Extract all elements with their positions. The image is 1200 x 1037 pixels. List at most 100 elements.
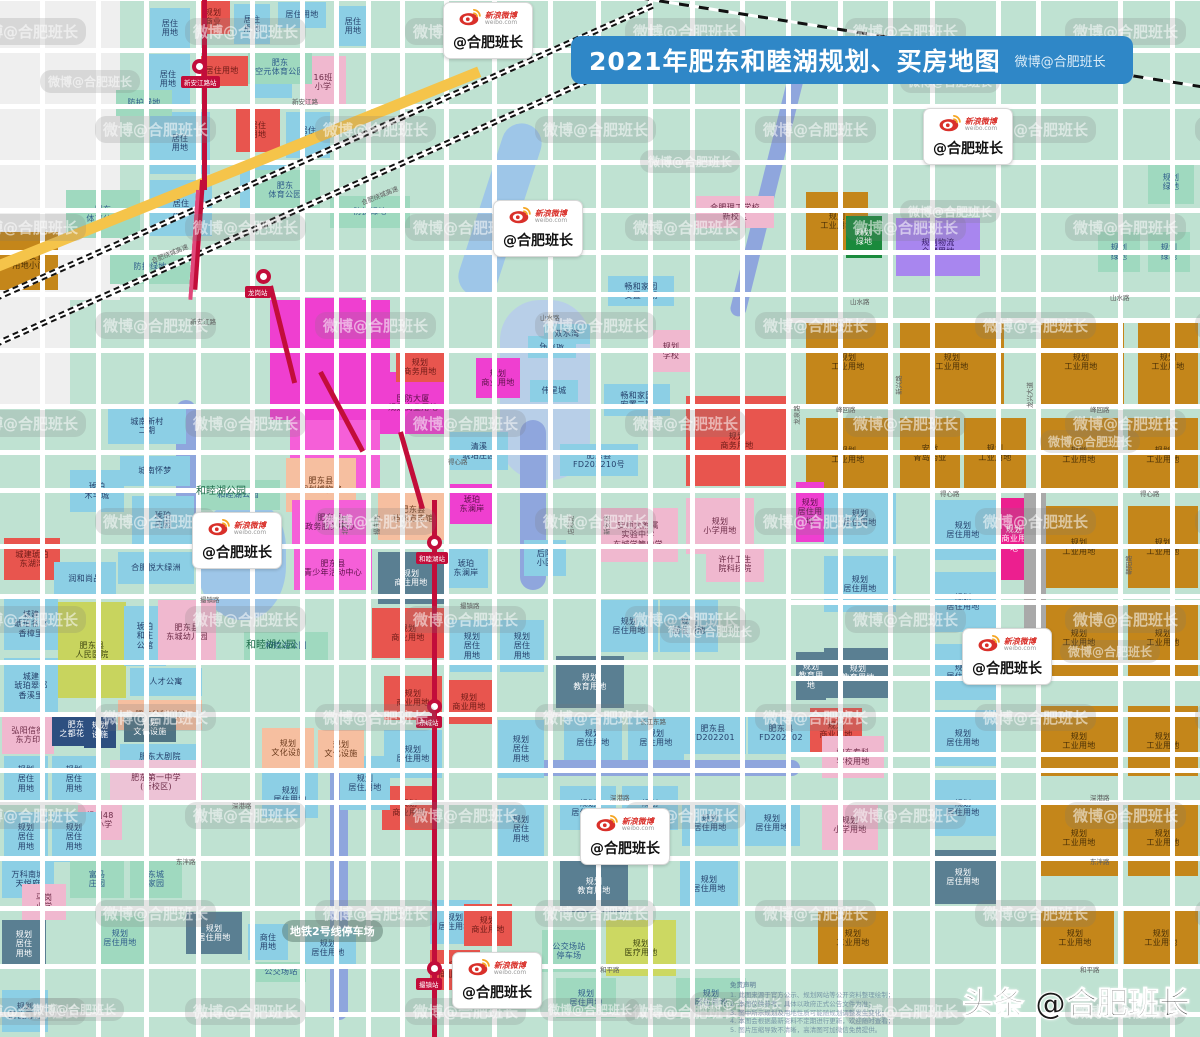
land-parcel: 规划 商业用地	[476, 358, 520, 398]
metro-station-marker[interactable]	[427, 535, 442, 550]
road-name-label: 撮镇路	[200, 596, 220, 604]
parcel-label: 规划 居住用地	[797, 498, 823, 526]
road-segment	[888, 0, 893, 1037]
weibo-brand-text: 新浪微博 weibo.com	[622, 818, 654, 832]
land-parcel: 双水湾	[544, 324, 590, 344]
parcel-label: 规划 工业用地	[831, 446, 865, 464]
parcel-label: 城建琥珀 东湖湾	[15, 549, 49, 568]
weibo-watermark-badge: 新浪微博 weibo.com @合肥班长	[443, 2, 533, 59]
parcel-label: 规划 绿地	[1160, 242, 1178, 261]
road-segment	[790, 404, 1200, 409]
map-title-handle: 微博@合肥班长	[1014, 54, 1106, 70]
road-name-label: 朝阳路	[1124, 555, 1133, 575]
parcel-label: 规划 居住用地	[576, 728, 610, 747]
metro-station-marker[interactable]	[427, 699, 442, 714]
disclaimer-line: 1. 此图来源于官方公示、规划网站等公开资料整理绘制；	[730, 991, 895, 1000]
parcel-label: 规划 居住 用地	[512, 815, 530, 843]
metro-seg-7	[432, 500, 437, 1037]
land-parcel: 畅和家园 安置一期	[608, 276, 674, 306]
weibo-handle: @合肥班长	[590, 841, 660, 857]
land-parcel: 规划 居住用地	[262, 772, 318, 818]
parcel-label: 后陈 小区	[536, 548, 554, 567]
road-segment	[790, 488, 1200, 493]
parcel-label: 规划 工业用地	[1146, 731, 1180, 750]
weibo-brand-url: weibo.com	[964, 125, 998, 132]
parcel-label: 和睦湖公园	[217, 490, 259, 500]
road-segment	[366, 0, 371, 1037]
metro-station-label: 新安江路站	[181, 76, 220, 88]
parcel-label: 规划 居住用地	[348, 773, 382, 792]
land-parcel: 规划 居住用地	[930, 780, 996, 836]
road-segment	[334, 0, 339, 1037]
parcel-label: 规划 居住用地	[694, 988, 728, 1007]
weibo-logo-row: 新浪微博 weibo.com	[596, 814, 654, 836]
parcel-label: 规划 居住用地	[273, 785, 306, 804]
parcel-label: 规划 教育用地	[577, 876, 611, 895]
land-parcel: 规划 小学用地	[822, 800, 878, 850]
weibo-brand-url: weibo.com	[1003, 645, 1037, 652]
road-segment	[1170, 0, 1175, 1037]
parcel-label: 润和尚品	[68, 574, 102, 584]
metro-station-marker[interactable]	[427, 961, 442, 976]
land-parcel: 城建 琥珀翠都 香溪里	[4, 658, 58, 714]
land-parcel: 规划 居住用地	[564, 716, 622, 760]
weibo-brand-cn: 新浪微博	[493, 961, 526, 970]
parcel-label: 安徽 青岛药业	[913, 444, 946, 462]
weibo-brand-url: weibo.com	[621, 825, 655, 832]
road-name-label: 东泮路	[176, 858, 196, 866]
parcel-label: 规划 居住 用地	[65, 823, 83, 851]
road-segment	[690, 0, 695, 1037]
map-area-urban-fringe-2	[0, 286, 70, 406]
weibo-watermark-badge: 新浪微博 weibo.com @合肥班长	[452, 952, 542, 1009]
road-segment	[930, 0, 935, 1037]
weibo-eye-icon	[509, 206, 531, 228]
poi-label: 和睦湖公园	[196, 486, 246, 497]
weibo-watermark-badge: 新浪微博 weibo.com @合肥班长	[192, 512, 282, 569]
weibo-handle: @合肥班长	[453, 35, 523, 51]
road-name-label: 撮镇路	[460, 602, 480, 610]
parcel-label: 16班 小学	[313, 72, 333, 91]
weibo-logo-row: 新浪微博 weibo.com	[978, 634, 1036, 656]
road-segment	[144, 0, 149, 1037]
road-segment	[492, 0, 497, 1037]
weibo-logo-row: 新浪微博 weibo.com	[459, 8, 517, 30]
road-name-label: 新安江路	[292, 98, 318, 106]
road-segment	[790, 318, 1200, 323]
land-parcel: 肥东县 FD202202	[748, 712, 814, 754]
metro-station-label: 撮镇站	[416, 978, 442, 990]
metro-station-marker[interactable]	[192, 59, 207, 74]
weibo-brand-cn: 新浪微博	[964, 117, 997, 126]
land-parcel: 规划物流 仓储用地	[896, 218, 980, 276]
weibo-logo-row: 新浪微博 weibo.com	[939, 114, 997, 136]
weibo-brand-text: 新浪微博 weibo.com	[965, 118, 997, 132]
parcel-label: 规划 居住用地	[396, 744, 430, 763]
parcel-label: 规划 商务用地	[720, 431, 754, 450]
land-parcel: 城南怀梦	[120, 456, 190, 486]
parcel-label: 规划 居住用地	[692, 874, 726, 893]
weibo-logo-row: 新浪微博 weibo.com	[509, 206, 567, 228]
parcel-label: 居住 用地	[171, 133, 189, 152]
parcel-label: 规划 工业用地	[1146, 628, 1180, 647]
parcel-label: 规划 医疗用地	[624, 938, 658, 957]
weibo-brand-cn: 新浪微博	[534, 209, 567, 218]
land-parcel: 肥东县 青少年活动中心	[294, 546, 372, 590]
parcel-label: 万科南城 天悦府	[11, 869, 45, 888]
land-parcel: 东城 家园	[130, 860, 182, 898]
land-parcel: 规划 商业用地	[1000, 498, 1028, 580]
land-parcel: 肥东第一中学 (新校区)	[110, 760, 202, 804]
road-name-label: 峰回路	[836, 406, 856, 414]
land-parcel: 规划 商业用地	[444, 680, 494, 724]
parcel-label: 规划 工业用地	[1062, 537, 1096, 556]
metro-station-marker[interactable]	[256, 269, 271, 284]
road-name-label: 和平路	[1080, 966, 1100, 974]
parcel-label: 合肥悦大绿洲	[131, 563, 181, 573]
land-parcel: 规划 工业用地	[1128, 800, 1198, 876]
road-segment	[1118, 0, 1123, 1037]
weibo-brand-cn: 新浪微博	[484, 11, 517, 20]
road-segment	[596, 0, 601, 1037]
parcel-label: 琥珀 东澜岸	[453, 558, 479, 577]
disclaimer-line: 3. 图中所示规划及用地性质可能随规划调整发生变化；	[730, 1008, 888, 1017]
parcel-label: 规划 居住用地	[438, 912, 472, 931]
weibo-handle: @合肥班长	[202, 545, 272, 561]
